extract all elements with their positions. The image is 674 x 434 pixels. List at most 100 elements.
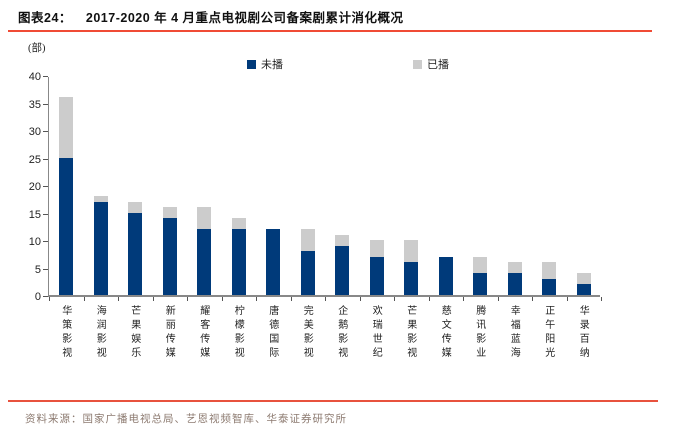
stacked-bar (404, 240, 419, 295)
category-label-slot: 耀客传媒 (186, 305, 221, 361)
bar-slot (153, 75, 188, 295)
legend-item-aired: 已播 (413, 56, 449, 72)
category-label-slot: 柠檬影视 (221, 305, 256, 361)
stacked-bar (162, 207, 177, 295)
x-tick-mark (532, 297, 533, 301)
bar-segment-aired (231, 218, 246, 229)
x-tick-mark (566, 297, 568, 301)
category-label-slot: 芒果影视 (393, 305, 428, 361)
bar-slot (498, 75, 533, 295)
y-tick-mark (43, 213, 48, 215)
x-tick-mark (290, 297, 292, 301)
y-tick-label: 35 (28, 98, 41, 111)
category-label: 新丽传媒 (163, 305, 175, 361)
bar-segment-unaired (369, 256, 384, 295)
bar-slot (532, 75, 567, 295)
bar-segment-aired (542, 262, 557, 279)
bar-segment-unaired (162, 218, 177, 295)
legend-label-aired: 已播 (427, 59, 449, 71)
stacked-bar (300, 229, 315, 295)
bar-segment-aired (507, 262, 522, 273)
bar-slot (429, 75, 464, 295)
bar-segment-unaired (128, 212, 143, 295)
y-tick-mark (43, 131, 48, 132)
x-tick-mark (601, 297, 602, 301)
y-tick-label: 20 (28, 181, 41, 193)
bar-slot (84, 75, 119, 295)
bar-slot (49, 75, 84, 295)
plot-area: 0 5 10 15 20 25 30 35 40 (29, 71, 602, 303)
x-tick-mark (463, 297, 464, 301)
category-label-slot: 唐德国际 (255, 305, 290, 361)
title-divider-line (8, 30, 652, 32)
stacked-bar (128, 201, 143, 295)
x-tick-mark (394, 297, 395, 301)
bar-slot (360, 75, 395, 295)
bar-slot (118, 75, 153, 295)
y-tick-mark (43, 241, 48, 242)
category-label: 腾讯影业 (473, 305, 485, 361)
bar-segment-unaired (335, 245, 350, 295)
category-label: 欢瑞世纪 (370, 305, 382, 361)
stacked-bar (507, 262, 522, 295)
category-label: 正午阳光 (542, 305, 554, 361)
legend-swatch-aired-icon (413, 59, 422, 69)
bar-segment-aired (473, 256, 488, 273)
category-label: 企鹅影视 (335, 305, 347, 361)
stacked-bar (576, 273, 591, 295)
bars-row (49, 75, 601, 295)
x-tick-mark (118, 297, 119, 301)
bar-segment-aired (128, 201, 143, 213)
category-label: 完美影视 (301, 305, 313, 361)
stacked-bar (197, 207, 212, 295)
category-label-slot: 华策影视 (48, 305, 83, 361)
bar-slot (222, 75, 257, 295)
y-tick-mark (43, 296, 48, 297)
bar-segment-aired (93, 196, 108, 202)
category-label: 华策影视 (59, 305, 71, 361)
source-text: 资料来源：国家广播电视总局、艺恩视频智库、华泰证券研究所 (25, 414, 347, 425)
y-tick-mark (43, 103, 48, 105)
bar-segment-aired (404, 240, 419, 262)
category-label: 耀客传媒 (197, 305, 209, 361)
category-label-slot: 腾讯影业 (462, 305, 497, 361)
category-label: 芒果娱乐 (128, 305, 140, 361)
legend-swatch-unaired-icon (247, 59, 256, 69)
x-tick-mark (497, 297, 499, 301)
stacked-bar (231, 218, 246, 295)
y-tick-label: 40 (28, 71, 41, 83)
bar-segment-unaired (507, 273, 522, 295)
y-axis: 0 5 10 15 20 25 30 35 40 (29, 71, 49, 303)
bar-segment-unaired (438, 256, 453, 295)
bar-segment-aired (576, 273, 591, 284)
bar-segment-unaired (404, 262, 419, 295)
bar-segment-unaired (266, 229, 281, 295)
bar-segment-unaired (473, 273, 488, 295)
bar-segment-aired (197, 207, 212, 229)
y-tick-label: 5 (34, 263, 41, 276)
y-tick-mark (43, 268, 48, 270)
chart-legend: 未播 已播 (0, 56, 674, 72)
bar-slot (291, 75, 326, 295)
x-tick-mark (187, 297, 188, 301)
bar-slot (394, 75, 429, 295)
stacked-bar (473, 256, 488, 295)
category-label-slot: 芒果娱乐 (117, 305, 152, 361)
stacked-bar (438, 256, 453, 295)
page-title: 2017-2020 年 4 月重点电视剧公司备案剧累计消化概况 (85, 11, 404, 25)
y-tick-label: 10 (28, 236, 41, 248)
bar-slot (325, 75, 360, 295)
x-tick-mark (152, 297, 154, 301)
y-tick-mark (43, 186, 48, 187)
category-label: 海润影视 (94, 305, 106, 361)
category-label: 华录百纳 (577, 305, 589, 361)
y-tick-label: 25 (28, 153, 41, 166)
y-tick-label: 0 (34, 291, 41, 303)
category-label-slot: 华录百纳 (566, 305, 601, 361)
category-label-slot: 正午阳光 (531, 305, 566, 361)
stacked-bar (59, 97, 74, 295)
bar-segment-unaired (93, 201, 108, 295)
bar-segment-aired (300, 229, 315, 251)
legend-label-unaired: 未播 (261, 59, 283, 71)
category-label-slot: 完美影视 (290, 305, 325, 361)
